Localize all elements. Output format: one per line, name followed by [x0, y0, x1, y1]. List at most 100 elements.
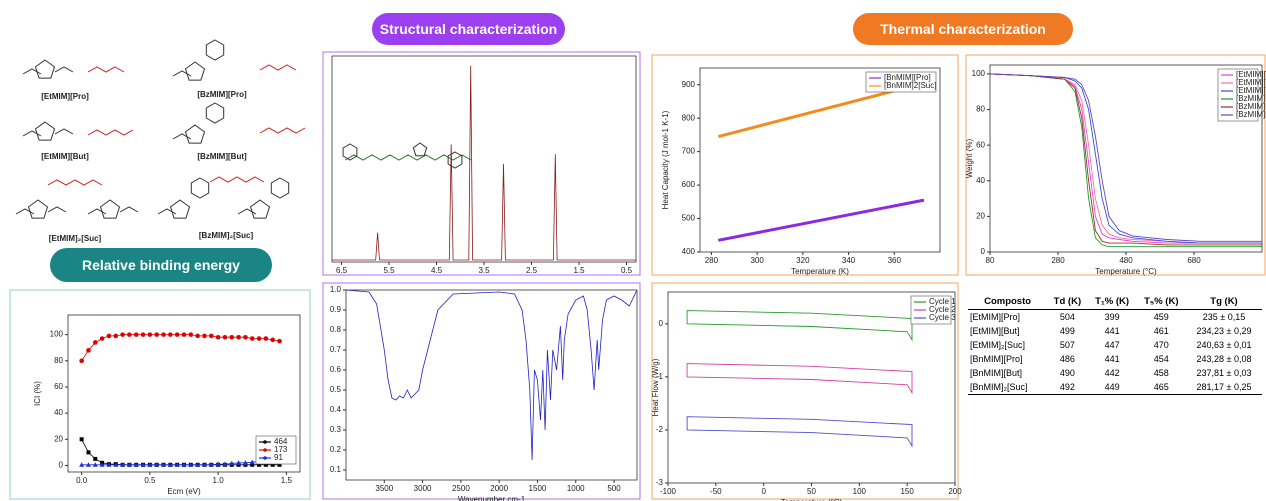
data-point	[236, 335, 241, 340]
data-point	[168, 332, 173, 337]
table-cell: [BnMIM][But]	[968, 366, 1047, 380]
page: [EtMIM][Pro] [BzMIM][Pro] [EtMIM][But] […	[0, 0, 1266, 501]
y-tick-label: 80	[976, 105, 985, 114]
x-tick-label: 1.5	[573, 266, 585, 275]
y-tick-label: 0	[659, 319, 664, 328]
y-tick-label: 0.4	[330, 405, 342, 414]
x-tick-label: 0.0	[76, 476, 88, 485]
data-point	[195, 334, 200, 339]
molecule-chain	[16, 209, 34, 214]
table-cell: 243,28 ± 0,08	[1186, 352, 1262, 366]
table-row: [EtMIM][Pro]504399459235 ± 0,15	[968, 310, 1262, 325]
table-row: [BnMIM]₂[Suc]492449465281,17 ± 0,25	[968, 380, 1262, 395]
x-tick-label: 3500	[375, 484, 393, 493]
table-cell: [EtMIM][Pro]	[968, 310, 1047, 325]
y-tick-label: 800	[682, 113, 696, 122]
molecule-ring	[186, 125, 205, 143]
y-tick-label: 600	[682, 180, 696, 189]
y-tick-label: 700	[682, 147, 696, 156]
compound-label: [EtMIM]₂[Suc]	[49, 234, 102, 243]
compound-label: [BzMIM][Pro]	[197, 90, 247, 99]
x-tick-label: 1.0	[213, 476, 225, 485]
y-tick-label: 40	[976, 176, 985, 185]
data-point	[134, 332, 139, 337]
molecule-chain	[173, 71, 191, 76]
data-point	[270, 338, 275, 343]
data-point	[161, 332, 166, 337]
data-point	[154, 332, 159, 337]
y-tick-label: 60	[976, 140, 985, 149]
table-cell: 492	[1047, 380, 1087, 395]
table-cell: 490	[1047, 366, 1087, 380]
compound-label: [EtMIM][But]	[41, 152, 89, 161]
y-tick-label: 0.6	[330, 365, 342, 374]
molecule-chain	[23, 69, 41, 74]
plot-frame	[332, 56, 636, 262]
legend-marker	[263, 456, 267, 460]
x-tick-label: -50	[710, 487, 722, 496]
table-cell: 465	[1137, 380, 1186, 395]
x-tick-label: 5.5	[383, 266, 395, 275]
table-cell: 240,63 ± 0,01	[1186, 338, 1262, 352]
y-tick-label: 400	[682, 247, 696, 256]
molecule-ring	[29, 200, 48, 218]
table-cell: 441	[1088, 324, 1137, 338]
data-point	[100, 336, 105, 341]
molecule-chain	[210, 177, 264, 182]
data-point	[209, 334, 214, 339]
molecule-chain	[23, 131, 41, 136]
data-point	[127, 332, 132, 337]
molecule-ring	[206, 40, 223, 60]
molecule-chain	[260, 65, 296, 70]
molecule-chain	[120, 207, 138, 212]
table-row: [EtMIM]₂[Suc]507447470240,63 ± 0,01	[968, 338, 1262, 352]
y-tick-label: 0.5	[330, 385, 342, 394]
y-tick-label: 100	[972, 69, 986, 78]
series-line	[718, 200, 924, 240]
legend-label: 91	[274, 453, 283, 462]
data-point	[216, 335, 221, 340]
y-tick-label: 0.3	[330, 425, 342, 434]
molecule-chain	[158, 209, 176, 214]
molecule-ring	[171, 200, 190, 218]
data-point	[250, 336, 255, 341]
y-tick-label: 0	[59, 461, 64, 470]
y-tick-label: 0.1	[330, 465, 342, 474]
x-tick-label: 6.5	[336, 266, 348, 275]
table-cell: 442	[1088, 366, 1137, 380]
molecule-ring	[36, 122, 55, 140]
x-tick-label: 480	[1119, 256, 1133, 265]
series-line	[687, 311, 912, 340]
x-tick-label: 1000	[567, 484, 585, 493]
series-line	[332, 66, 636, 260]
x-axis-label: Ecm (eV)	[167, 487, 201, 496]
x-tick-label: 80	[986, 256, 995, 265]
series-line	[687, 417, 912, 446]
table-cell: [EtMIM]₂[Suc]	[968, 338, 1047, 352]
x-axis-label: Temperature (°C)	[1095, 267, 1157, 276]
molecule-ring	[448, 152, 462, 168]
y-tick-label: 80	[54, 356, 63, 365]
table-cell: [BnMIM][Pro]	[968, 352, 1047, 366]
x-tick-label: 360	[888, 256, 902, 265]
table-cell: Composto	[968, 294, 1047, 310]
x-tick-label: 4.5	[431, 266, 443, 275]
data-point	[175, 332, 180, 337]
x-axis-label: Temperature (K)	[791, 267, 849, 276]
y-tick-label: 60	[54, 382, 63, 391]
legend-marker	[263, 448, 267, 452]
data-point	[148, 332, 153, 337]
binding-frame	[10, 290, 310, 499]
molecule-chain	[55, 67, 73, 72]
x-axis-label: Wavenumber cm-1	[458, 495, 526, 501]
x-tick-label: -100	[660, 487, 677, 496]
legend-label: Cycle 3	[929, 313, 956, 322]
table-header: CompostoTd (K)T₁% (K)T₅% (K)Tg (K)	[968, 294, 1262, 310]
data-point	[79, 358, 84, 363]
x-tick-label: 680	[1187, 256, 1201, 265]
table-cell: 281,17 ± 0,25	[1186, 380, 1262, 395]
y-tick-label: 0.7	[330, 345, 342, 354]
y-tick-label: 20	[976, 211, 985, 220]
x-tick-label: 100	[853, 487, 867, 496]
